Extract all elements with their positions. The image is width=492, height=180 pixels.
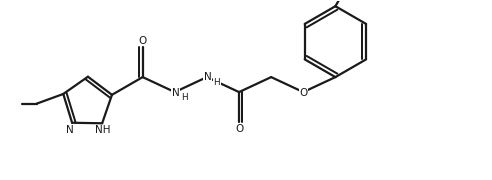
- Text: N: N: [66, 125, 74, 135]
- Text: NH: NH: [95, 125, 111, 135]
- Text: H: H: [182, 93, 188, 102]
- Text: N: N: [172, 88, 180, 98]
- Text: N: N: [204, 72, 212, 82]
- Text: H: H: [214, 78, 220, 87]
- Text: O: O: [235, 124, 243, 134]
- Text: O: O: [300, 88, 308, 98]
- Text: O: O: [139, 36, 147, 46]
